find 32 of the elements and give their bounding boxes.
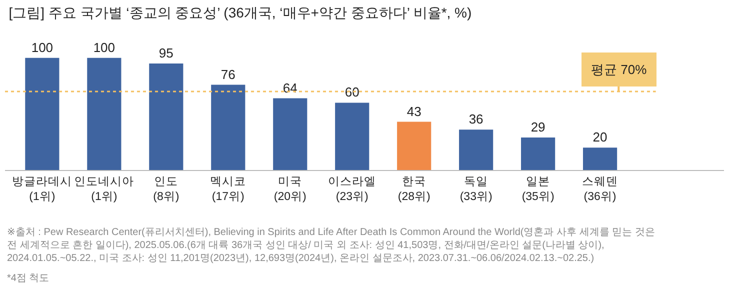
- data-label: 100: [31, 40, 54, 55]
- bar: [25, 58, 60, 170]
- data-label: 76: [220, 66, 236, 82]
- x-tick-label: 일본 (35위): [522, 176, 554, 203]
- data-label: 43: [406, 104, 422, 119]
- bar: [87, 58, 122, 170]
- bar: [273, 98, 308, 170]
- text: ※출처 : Pew Research Center(퓨리서치센터), Believing in Spirits and Life After Death Is Common Around the World(영혼과 사후 세계를 믿는 것은 전 세계적으로 흔한 일이다), 2025.05.06.(6개 대륙 36개국 성인 대상/ 미국 외 조사: 성인 41,503명, 전화/대면/온라인 설문(나라별 상이), 2024.01.05.~05.22., 미국 조사: 성인 11,201명(2023년), 12,693명(2024년), 온라인 설문조사, 2023.07.31.~06.06/2024.02.13.~02.25.): [7, 227, 655, 264]
- bar: [211, 84, 246, 170]
- x-tick-label: 인도네시아 (1위): [74, 176, 134, 203]
- x-tick-label: 인도 (8위): [153, 176, 180, 203]
- x-tick-label: 한국 (28위): [398, 176, 430, 203]
- bar: [335, 102, 370, 170]
- x-tick-label: 이스라엘 (23위): [328, 176, 376, 203]
- bar: [149, 64, 184, 170]
- data-label: 36: [468, 112, 484, 127]
- data-label: 29: [530, 119, 546, 134]
- x-tick-label: 방글라데시 (1위): [12, 176, 72, 203]
- bar: [521, 137, 556, 170]
- data-label: 95: [158, 46, 174, 61]
- bar: [459, 130, 494, 170]
- chart-title: [그림] 주요 국가별 ‘종교의 중요성’ (36개국, ‘매우+약간 중요하다’ 비율*, %): [8, 4, 472, 20]
- x-tick-label: 독일 (33위): [460, 176, 492, 203]
- x-tick-label: 스웨덴 (36위): [582, 176, 618, 203]
- bar: [582, 148, 618, 170]
- ref-line-label: 평균 70%: [591, 62, 648, 77]
- data-label: 20: [592, 130, 608, 145]
- x-tick-label: 멕시코 (17위): [210, 176, 246, 203]
- x-tick-label: 미국 (20위): [274, 176, 307, 203]
- data-label: 100: [93, 40, 116, 55]
- text: *4점 척도: [7, 273, 50, 284]
- bar: [397, 122, 432, 170]
